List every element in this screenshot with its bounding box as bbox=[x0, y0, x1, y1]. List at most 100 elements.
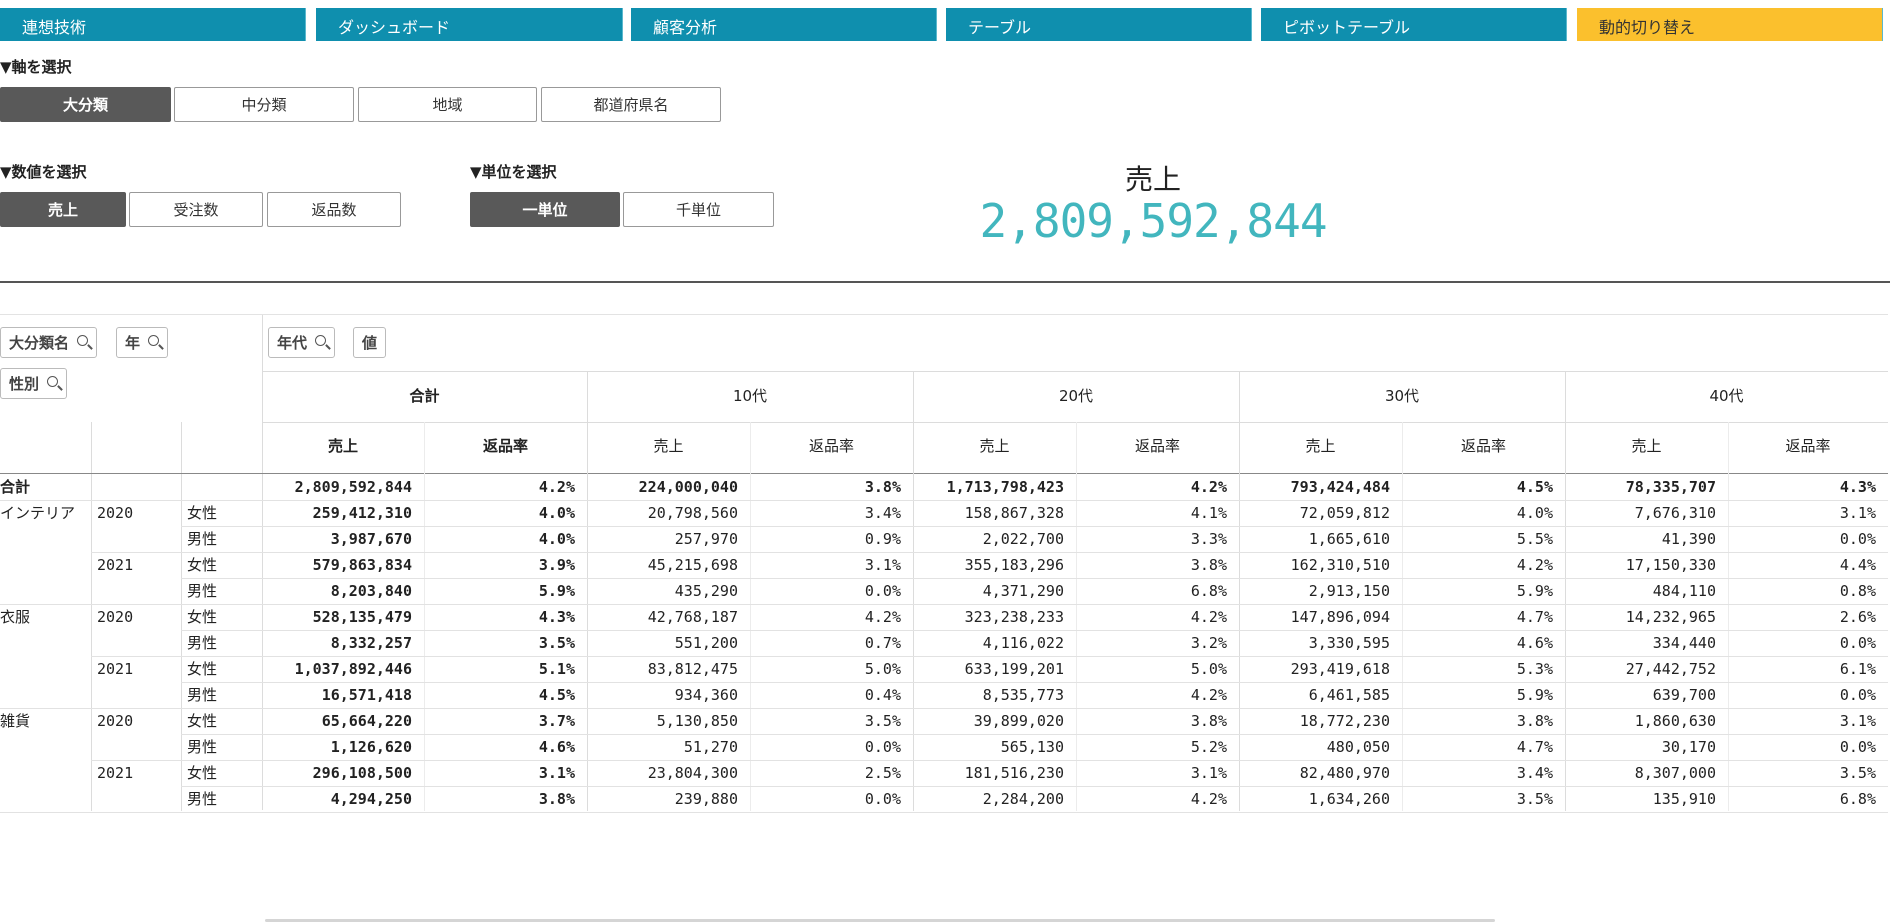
table-cell[interactable]: 239,880 bbox=[674, 790, 738, 808]
table-cell[interactable]: 3.4% bbox=[864, 504, 901, 522]
table-cell[interactable]: 934,360 bbox=[674, 686, 738, 704]
table-cell[interactable]: 6.1% bbox=[1839, 660, 1876, 678]
table-cell[interactable]: 565,130 bbox=[1000, 738, 1064, 756]
table-cell[interactable]: 0.7% bbox=[864, 634, 901, 652]
axis-button-3[interactable]: 地域 bbox=[358, 87, 537, 122]
table-cell[interactable]: 5.9% bbox=[1516, 582, 1553, 600]
table-cell[interactable]: 259,412,310 bbox=[312, 504, 412, 522]
table-cell[interactable]: 0.0% bbox=[864, 738, 901, 756]
table-cell[interactable]: 293,419,618 bbox=[1290, 660, 1390, 678]
table-cell[interactable]: 5.5% bbox=[1516, 530, 1553, 548]
table-cell[interactable]: 4.2% bbox=[1190, 790, 1227, 808]
table-cell[interactable]: 4,116,022 bbox=[982, 634, 1064, 652]
table-cell[interactable]: 0.0% bbox=[1839, 530, 1876, 548]
tab-4[interactable]: テーブル bbox=[946, 8, 1252, 41]
table-cell[interactable]: 5.3% bbox=[1516, 660, 1553, 678]
dim-chip-year[interactable]: 年 bbox=[116, 327, 169, 358]
table-cell[interactable]: 3.1% bbox=[864, 556, 901, 574]
table-cell[interactable]: 3.8% bbox=[538, 790, 575, 808]
table-cell[interactable]: 4.2% bbox=[1190, 608, 1227, 626]
table-cell[interactable]: 4,294,250 bbox=[330, 790, 412, 808]
table-cell[interactable]: 1,860,630 bbox=[1634, 712, 1716, 730]
table-cell[interactable]: 4.7% bbox=[1516, 608, 1553, 626]
table-cell[interactable]: 3,330,595 bbox=[1308, 634, 1390, 652]
table-cell[interactable]: 334,440 bbox=[1652, 634, 1716, 652]
table-cell[interactable]: 17,150,330 bbox=[1625, 556, 1716, 574]
table-cell[interactable]: 3.7% bbox=[538, 712, 575, 730]
dim-chip-age[interactable]: 年代 bbox=[268, 327, 336, 358]
unit-button-1[interactable]: 一単位 bbox=[470, 192, 620, 227]
table-cell[interactable]: 0.0% bbox=[1839, 738, 1876, 756]
table-cell[interactable]: 355,183,296 bbox=[964, 556, 1064, 574]
table-cell[interactable]: 484,110 bbox=[1652, 582, 1716, 600]
table-cell[interactable]: 3.8% bbox=[1190, 556, 1227, 574]
table-cell[interactable]: 4.5% bbox=[538, 686, 575, 704]
table-cell[interactable]: 480,050 bbox=[1326, 738, 1390, 756]
table-cell[interactable]: 0.0% bbox=[1839, 686, 1876, 704]
table-cell[interactable]: 4.1% bbox=[1190, 504, 1227, 522]
dim-chip-values[interactable]: 値 bbox=[353, 327, 387, 358]
table-cell[interactable]: 5.1% bbox=[538, 660, 575, 678]
table-cell[interactable]: 633,199,201 bbox=[964, 660, 1064, 678]
table-cell[interactable]: 3.5% bbox=[538, 634, 575, 652]
table-cell[interactable]: 181,516,230 bbox=[964, 764, 1064, 782]
table-cell[interactable]: 3.8% bbox=[1516, 712, 1553, 730]
table-cell[interactable]: 3.8% bbox=[1190, 712, 1227, 730]
table-cell[interactable]: 2.6% bbox=[1839, 608, 1876, 626]
table-cell[interactable]: 4.0% bbox=[538, 530, 575, 548]
table-cell[interactable]: 5.0% bbox=[1190, 660, 1227, 678]
table-cell[interactable]: 30,170 bbox=[1661, 738, 1716, 756]
table-cell[interactable]: 1,634,260 bbox=[1308, 790, 1390, 808]
table-cell[interactable]: 2,022,700 bbox=[982, 530, 1064, 548]
table-cell[interactable]: 6.8% bbox=[1839, 790, 1876, 808]
table-cell[interactable]: 0.9% bbox=[864, 530, 901, 548]
unit-button-2[interactable]: 千単位 bbox=[623, 192, 774, 227]
horizontal-scrollbar[interactable] bbox=[265, 919, 1495, 922]
table-cell[interactable]: 45,215,698 bbox=[647, 556, 738, 574]
table-cell[interactable]: 5,130,850 bbox=[656, 712, 738, 730]
table-cell[interactable]: 528,135,479 bbox=[312, 608, 412, 626]
table-cell[interactable]: 3.4% bbox=[1516, 764, 1553, 782]
table-cell[interactable]: 72,059,812 bbox=[1299, 504, 1390, 522]
table-cell[interactable]: 23,804,300 bbox=[647, 764, 738, 782]
table-cell[interactable]: 3,987,670 bbox=[330, 530, 412, 548]
table-cell[interactable]: 3.2% bbox=[1190, 634, 1227, 652]
table-cell[interactable]: 323,238,233 bbox=[964, 608, 1064, 626]
table-cell[interactable]: 7,676,310 bbox=[1634, 504, 1716, 522]
table-cell[interactable]: 8,332,257 bbox=[330, 634, 412, 652]
tab-5[interactable]: ピボットテーブル bbox=[1261, 8, 1567, 41]
measure-button-1[interactable]: 売上 bbox=[0, 192, 126, 227]
table-cell[interactable]: 4.2% bbox=[864, 608, 901, 626]
table-cell[interactable]: 0.0% bbox=[864, 790, 901, 808]
table-cell[interactable]: 39,899,020 bbox=[973, 712, 1064, 730]
table-cell[interactable]: 3.1% bbox=[1190, 764, 1227, 782]
table-cell[interactable]: 4.4% bbox=[1839, 556, 1876, 574]
table-cell[interactable]: 82,480,970 bbox=[1299, 764, 1390, 782]
table-cell[interactable]: 6.8% bbox=[1190, 582, 1227, 600]
table-cell[interactable]: 3.9% bbox=[538, 556, 575, 574]
tab-2[interactable]: ダッシュボード bbox=[316, 8, 623, 41]
tab-3[interactable]: 顧客分析 bbox=[631, 8, 937, 41]
table-cell[interactable]: 51,270 bbox=[683, 738, 738, 756]
dim-chip-category[interactable]: 大分類名 bbox=[0, 327, 98, 358]
table-cell[interactable]: 3.5% bbox=[1516, 790, 1553, 808]
table-cell[interactable]: 551,200 bbox=[674, 634, 738, 652]
measure-button-3[interactable]: 返品数 bbox=[267, 192, 401, 227]
table-cell[interactable]: 6,461,585 bbox=[1308, 686, 1390, 704]
table-cell[interactable]: 296,108,500 bbox=[312, 764, 412, 782]
table-cell[interactable]: 162,310,510 bbox=[1290, 556, 1390, 574]
table-cell[interactable]: 5.2% bbox=[1190, 738, 1227, 756]
table-cell[interactable]: 4.6% bbox=[538, 738, 575, 756]
table-cell[interactable]: 1,665,610 bbox=[1308, 530, 1390, 548]
table-cell[interactable]: 0.8% bbox=[1839, 582, 1876, 600]
table-cell[interactable]: 3.5% bbox=[1839, 764, 1876, 782]
table-cell[interactable]: 4.0% bbox=[1516, 504, 1553, 522]
table-cell[interactable]: 8,535,773 bbox=[982, 686, 1064, 704]
table-cell[interactable]: 0.4% bbox=[864, 686, 901, 704]
table-cell[interactable]: 41,390 bbox=[1661, 530, 1716, 548]
table-cell[interactable]: 4.2% bbox=[1516, 556, 1553, 574]
table-cell[interactable]: 20,798,560 bbox=[647, 504, 738, 522]
table-cell[interactable]: 5.0% bbox=[864, 660, 901, 678]
table-cell[interactable]: 83,812,475 bbox=[647, 660, 738, 678]
table-cell[interactable]: 4.0% bbox=[538, 504, 575, 522]
